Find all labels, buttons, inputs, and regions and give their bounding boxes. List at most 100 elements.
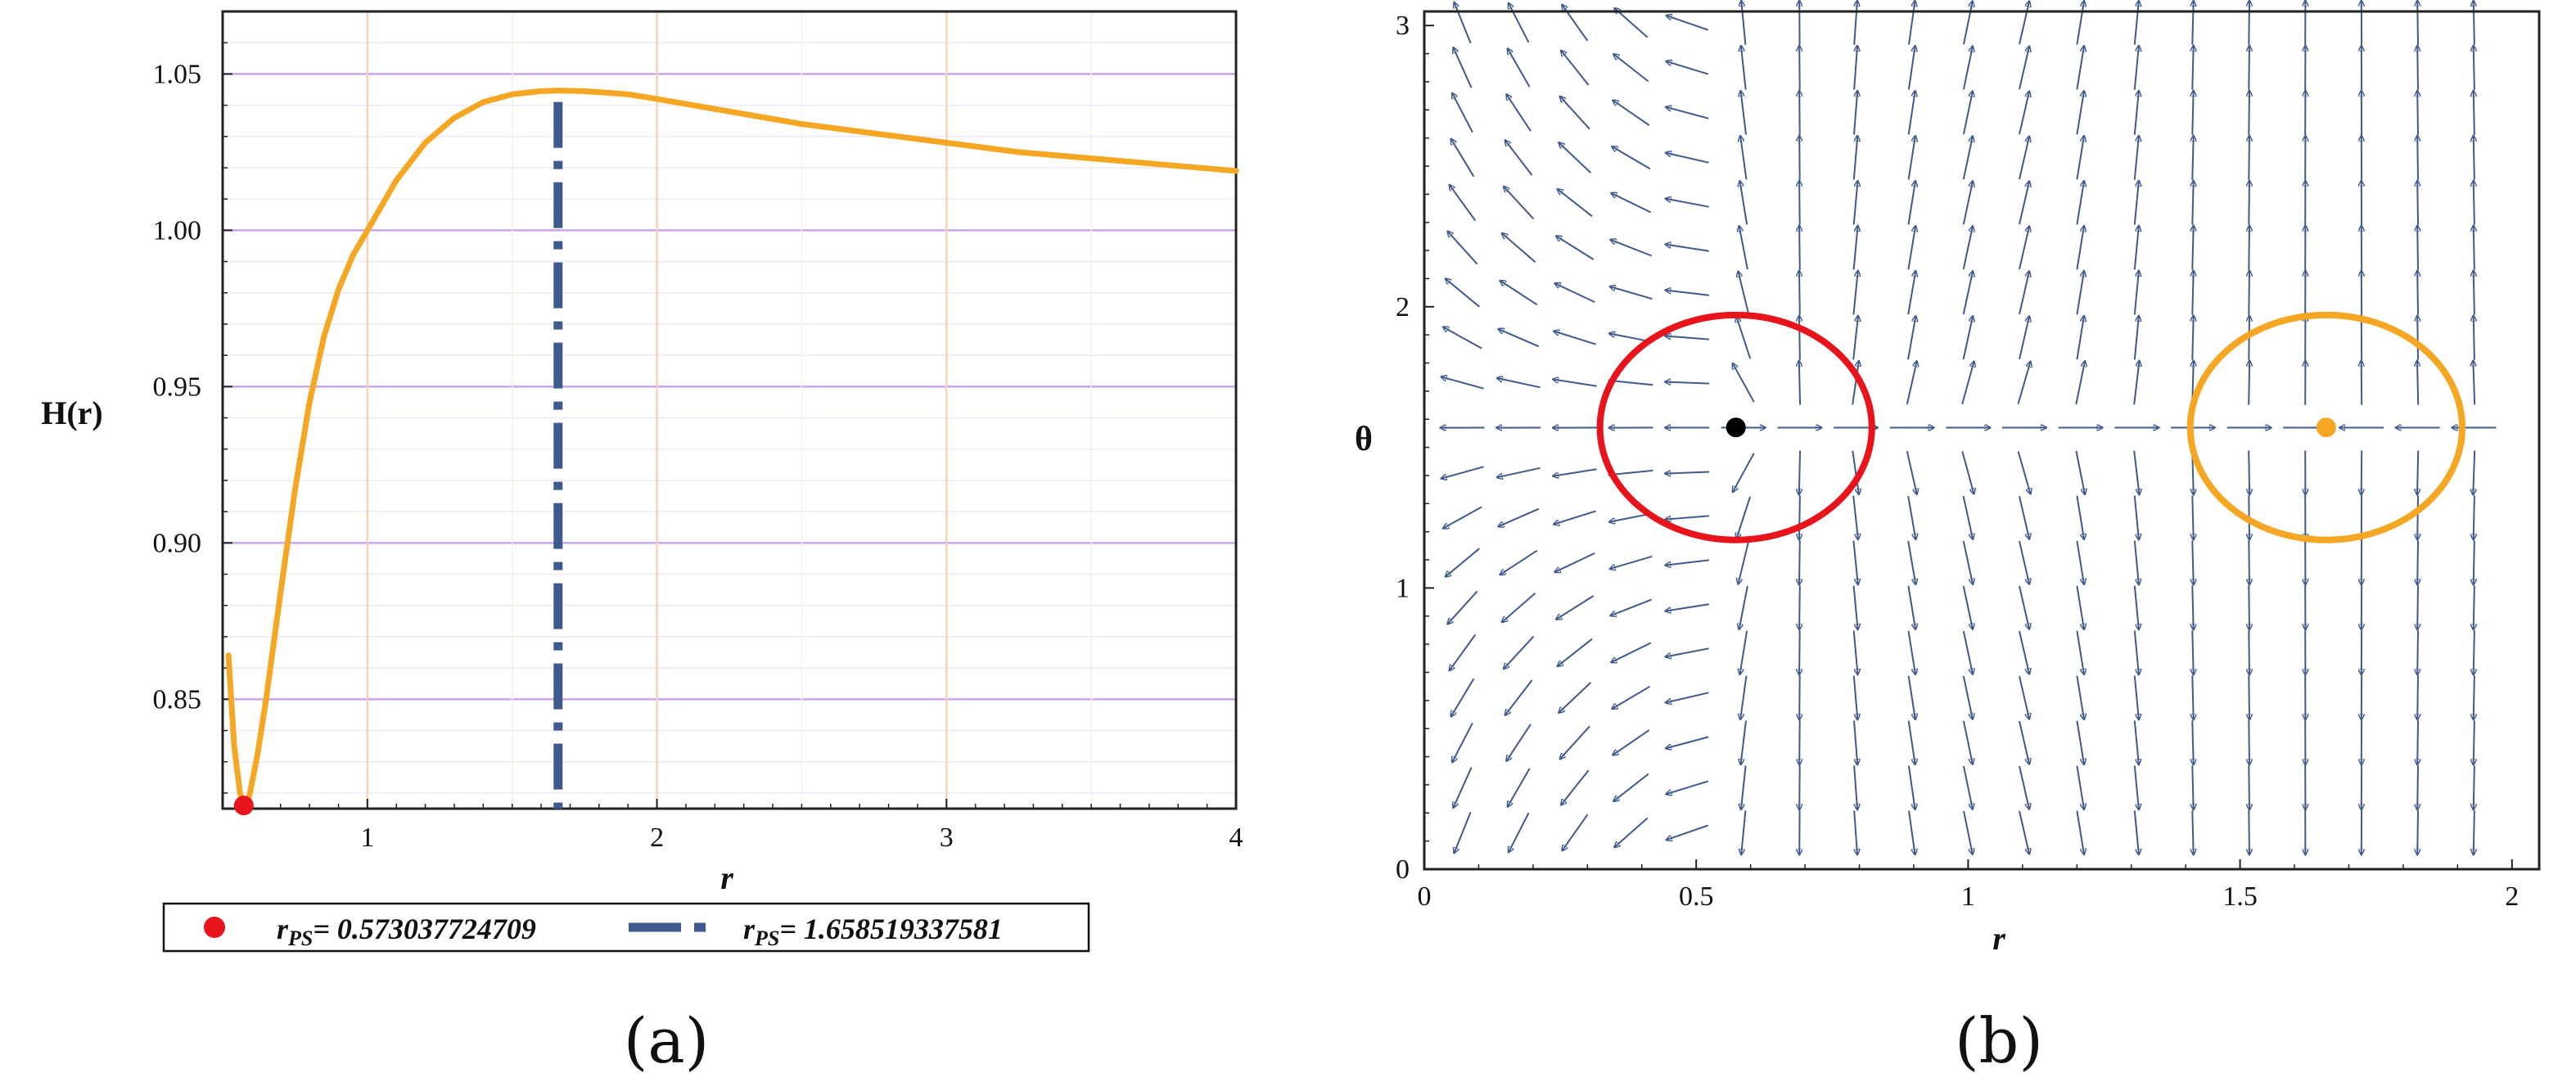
vector-arrow — [1962, 630, 1973, 674]
vector-arrow — [1498, 507, 1540, 527]
vector-arrow — [1505, 679, 1533, 715]
vector-arrow — [1562, 5, 1589, 42]
vector-arrow — [1506, 724, 1532, 761]
vector-arrow — [1799, 91, 1800, 135]
vector-arrow — [1907, 91, 1915, 135]
vector-arrow — [1962, 271, 1973, 315]
vector-arrow — [1907, 630, 1916, 674]
vector-arrow — [1962, 91, 1973, 135]
panel-b-frame — [1423, 10, 2541, 871]
vector-arrow — [1502, 233, 1536, 264]
vector-arrow — [1558, 638, 1593, 666]
vector-arrow — [1610, 598, 1652, 616]
panel-a-chart: 1 2 3 4 0.85 0.90 0.95 1.00 1.05 H(r) r rPS= 0.5… — [41, 10, 1243, 1077]
vector-arrow — [2019, 585, 2029, 629]
vector-arrow — [1853, 810, 1857, 854]
vector-arrow — [2019, 540, 2029, 584]
vector-arrow — [1614, 817, 1649, 848]
vector-arrow — [2417, 136, 2418, 180]
vector-arrow — [1907, 226, 1915, 270]
vector-arrow — [2076, 540, 2084, 584]
vector-arrow — [1799, 316, 1800, 360]
vector-arrow — [1610, 555, 1653, 569]
legend-item-1-text: rPS= 0.573037724709 — [277, 913, 536, 950]
vector-arrow — [2076, 630, 2084, 674]
vector-arrow — [1497, 467, 1541, 478]
vector-arrow — [1962, 226, 1973, 270]
vector-arrow — [1852, 181, 1858, 225]
vector-arrow — [1502, 592, 1536, 623]
vector-arrow — [1508, 768, 1531, 807]
vector-arrow — [1736, 317, 1752, 359]
vector-arrow — [1497, 378, 1541, 389]
vector-arrow — [2076, 271, 2084, 315]
vector-arrow — [2017, 451, 2031, 494]
vector-arrow — [1450, 633, 1477, 671]
panel-a-sublabel: (a) — [624, 1004, 710, 1077]
vector-arrow — [1739, 226, 1748, 270]
vector-arrow — [1610, 240, 1652, 257]
vector-arrow — [1852, 316, 1858, 360]
vector-arrow — [2076, 765, 2084, 809]
vector-arrow — [1613, 100, 1650, 126]
vector-arrow — [2133, 765, 2139, 810]
vector-arrow — [1666, 199, 1709, 208]
vector-arrow — [1614, 8, 1649, 38]
vector-arrow — [1852, 585, 1858, 630]
vector-arrow — [1908, 810, 1915, 855]
vector-arrow — [1666, 107, 1709, 119]
vector-arrow — [2019, 226, 2029, 270]
vector-arrow — [1963, 1, 1973, 45]
y-tick-label: 1 — [1396, 573, 1410, 603]
vector-arrow — [2417, 585, 2418, 629]
vector-arrow — [1740, 675, 1748, 719]
x-tick-label: 2 — [650, 823, 664, 853]
vector-arrow — [2192, 720, 2193, 764]
vector-arrow — [2019, 720, 2029, 764]
vector-arrow — [1852, 450, 1859, 494]
vector-arrow — [1665, 382, 1710, 384]
panel-b-ticks: 0 0.5 1 1.5 2 0 1 2 3 — [1396, 11, 2519, 912]
vector-arrow — [1451, 678, 1475, 716]
vector-arrow — [1853, 91, 1857, 135]
vector-arrow — [2019, 810, 2029, 854]
vector-arrow — [1852, 226, 1858, 270]
vector-arrow — [2019, 765, 2029, 809]
vector-arrow — [2417, 46, 2418, 90]
vector-arrow — [1962, 181, 1973, 225]
vector-arrow — [1666, 153, 1709, 164]
vector-arrow — [1799, 675, 1800, 719]
vector-arrow — [2417, 316, 2418, 360]
vector-arrow — [2019, 46, 2029, 90]
vector-arrow — [1559, 142, 1592, 174]
vector-arrow — [1907, 181, 1916, 225]
x-tick-label: 1.5 — [2222, 881, 2258, 912]
vector-arrow — [1799, 495, 1800, 540]
vector-arrow — [1799, 450, 1800, 495]
vector-arrow — [1740, 630, 1748, 674]
vector-arrow — [1453, 47, 1473, 88]
vector-arrow — [1961, 362, 1974, 404]
panel-a-series-layer — [225, 88, 1239, 809]
vector-arrow — [1666, 647, 1709, 656]
vector-arrow — [1852, 495, 1858, 540]
panel-a-grid — [223, 11, 1238, 809]
x-tick-label: 1 — [360, 823, 374, 853]
vector-arrow — [2019, 136, 2029, 180]
vector-arrow — [1611, 642, 1652, 663]
vector-arrow — [1733, 363, 1755, 403]
panel-a-legend: rPS= 0.573037724709 rPS= 1.658519337581 — [162, 902, 1090, 953]
panel-b-contours — [1596, 311, 2465, 543]
panel-a-y-axis-title: H(r) — [41, 394, 103, 431]
vector-arrow — [1799, 585, 1800, 629]
x-tick-label: 0 — [1418, 881, 1432, 912]
vector-arrow — [1666, 61, 1709, 75]
vector-arrow — [1738, 271, 1750, 315]
vector-arrow — [1852, 630, 1858, 675]
vector-arrow — [2133, 630, 2139, 675]
vector-arrow — [2417, 271, 2418, 315]
vector-arrow — [1963, 810, 1973, 854]
vector-arrow — [1962, 136, 1973, 180]
vector-arrow — [1799, 136, 1800, 180]
vector-arrow — [1907, 720, 1915, 764]
